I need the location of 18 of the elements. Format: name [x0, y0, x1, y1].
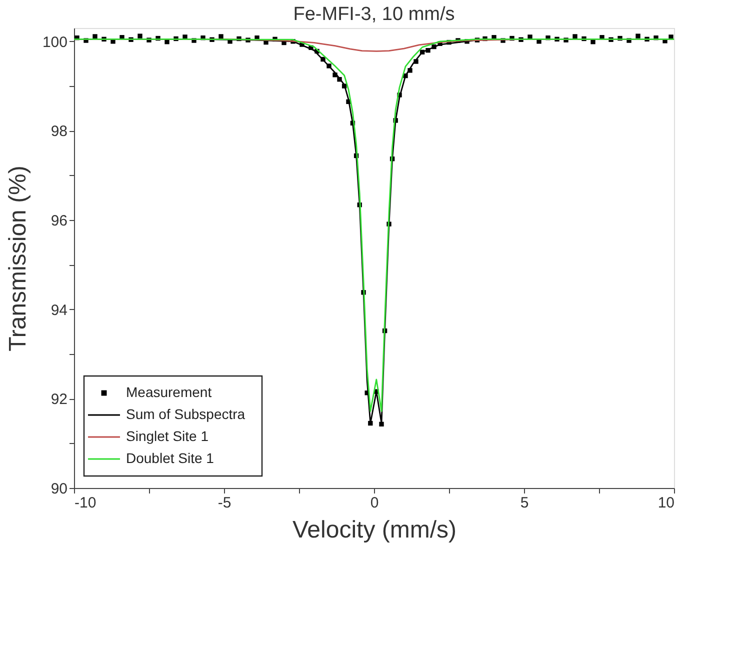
legend-label: Sum of Subspectra: [126, 406, 246, 422]
chart-title: Fe-MFI-3, 10 mm/s: [293, 4, 455, 25]
x-tick-label: -10: [74, 494, 96, 512]
y-tick-label: 94: [50, 302, 68, 319]
x-tick-label: 5: [520, 494, 529, 512]
y-tick-label: 90: [50, 480, 68, 498]
x-tick-label: 0: [370, 494, 379, 512]
y-tick-label: 98: [50, 123, 68, 140]
legend-label: Singlet Site 1: [126, 428, 209, 444]
legend-label: Measurement: [126, 384, 212, 400]
x-tick-label: 10: [658, 494, 674, 512]
y-tick-label: 96: [50, 212, 68, 230]
y-tick-label: 92: [50, 391, 68, 408]
legend-label: Doublet Site 1: [126, 450, 214, 466]
x-tick-label: -5: [218, 494, 232, 512]
y-axis-title: Transmission (%): [4, 166, 32, 352]
x-axis-title: Velocity (mm/s): [292, 516, 457, 544]
y-tick-label: 100: [42, 34, 68, 51]
